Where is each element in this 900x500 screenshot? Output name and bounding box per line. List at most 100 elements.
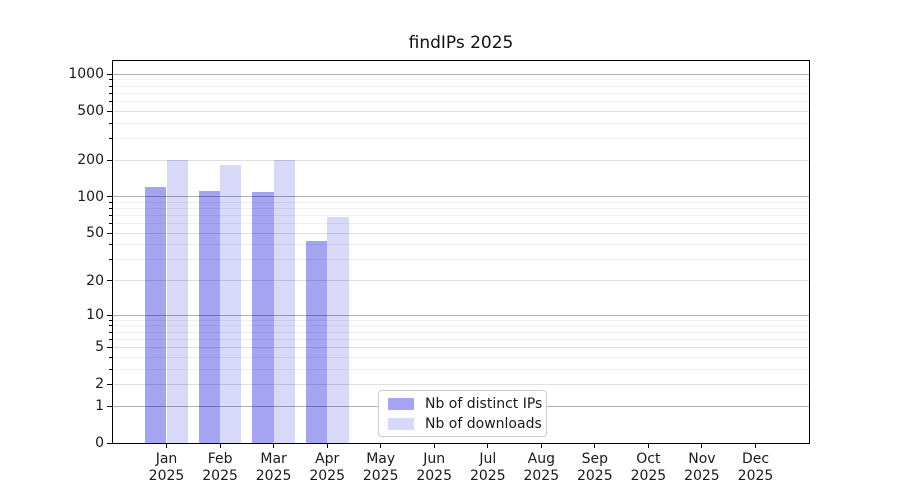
x-tick-year: 2025 — [309, 468, 345, 484]
bar-downloads — [273, 160, 295, 443]
y-tick-label: 200 — [77, 152, 104, 168]
y-tick-mark — [107, 383, 112, 385]
x-tick-month: Sep — [581, 451, 608, 467]
y-minor-tick-mark — [109, 92, 112, 94]
gridline-minor — [113, 356, 809, 358]
gridline-major — [113, 159, 809, 161]
x-tick-year: 2025 — [684, 468, 720, 484]
y-tick-mark — [107, 159, 112, 161]
y-minor-tick-mark — [109, 137, 112, 139]
y-minor-tick-mark — [109, 85, 112, 87]
x-tick-month: Mar — [260, 451, 287, 467]
x-tick-mark — [273, 444, 275, 448]
y-tick-mark — [107, 280, 112, 281]
gridline-minor — [113, 85, 809, 87]
gridline-minor — [113, 137, 809, 139]
gridline-major — [113, 346, 809, 348]
gridline-major — [113, 314, 809, 316]
x-tick-label: Nov 2025 — [670, 451, 734, 485]
x-tick-label: Dec 2025 — [724, 451, 788, 485]
x-tick-mark — [755, 444, 756, 448]
y-minor-tick-mark — [109, 215, 112, 216]
gridline-minor — [113, 259, 809, 261]
gridline-minor — [113, 338, 809, 340]
bar-distinct-ips — [252, 192, 274, 443]
y-minor-tick-mark — [109, 101, 112, 102]
y-minor-tick-mark — [109, 325, 112, 327]
legend-item-distinct-ips: Nb of distinct IPs — [388, 396, 546, 412]
gridline-minor — [113, 101, 809, 102]
gridline-major — [113, 110, 809, 112]
gridline-minor — [113, 79, 809, 81]
bar-distinct-ips — [198, 191, 221, 443]
y-tick-mark — [107, 346, 112, 348]
x-tick-label: Sep 2025 — [563, 451, 627, 485]
legend-label-distinct-ips: Nb of distinct IPs — [425, 395, 543, 412]
x-tick-label: Feb 2025 — [188, 451, 252, 485]
x-tick-year: 2025 — [737, 468, 774, 484]
x-tick-label: Jul 2025 — [456, 451, 520, 485]
gridline-minor — [113, 244, 809, 246]
legend-swatch-downloads — [388, 417, 414, 430]
x-tick-year: 2025 — [202, 468, 238, 484]
y-tick-mark — [107, 110, 112, 112]
x-tick-label: Oct 2025 — [616, 451, 680, 485]
y-minor-tick-mark — [109, 201, 112, 203]
y-minor-tick-mark — [109, 122, 112, 124]
y-minor-tick-mark — [109, 356, 112, 358]
x-tick-month: Feb — [207, 451, 233, 467]
x-tick-label: Jan 2025 — [135, 451, 199, 485]
y-tick-label: 5 — [95, 339, 104, 356]
legend-label-downloads: Nb of downloads — [425, 415, 542, 432]
y-tick-label: 0 — [95, 435, 104, 451]
gridline-major — [113, 383, 809, 385]
chart-title: findIPs 2025 — [408, 33, 514, 53]
x-tick-year: 2025 — [255, 468, 292, 484]
x-tick-mark — [380, 444, 382, 448]
gridline-minor — [113, 223, 809, 225]
gridline-minor — [113, 208, 809, 209]
x-tick-label: May 2025 — [349, 451, 413, 485]
x-tick-year: 2025 — [362, 468, 399, 484]
x-tick-month: Dec — [741, 451, 770, 467]
x-tick-mark — [540, 444, 542, 448]
x-tick-month: Jan — [155, 451, 178, 467]
x-tick-mark — [326, 444, 328, 448]
x-tick-label: Apr 2025 — [295, 451, 359, 485]
y-tick-label: 20 — [86, 272, 104, 289]
plot-area — [107, 60, 810, 448]
gridline-minor — [113, 215, 809, 216]
y-tick-label: 50 — [86, 225, 104, 242]
x-tick-year: 2025 — [630, 468, 667, 484]
y-minor-tick-mark — [109, 319, 112, 321]
legend: Nb of distinct IPs Nb of downloads — [378, 390, 547, 437]
y-minor-tick-mark — [109, 223, 112, 225]
x-tick-year: 2025 — [469, 468, 506, 484]
x-tick-month: Apr — [315, 451, 340, 467]
bar-distinct-ips — [145, 187, 167, 443]
y-tick-label: 1 — [95, 398, 104, 414]
gridline-minor — [113, 319, 809, 321]
gridline-minor — [113, 122, 809, 124]
x-tick-year: 2025 — [523, 468, 560, 484]
bar-downloads — [166, 160, 188, 443]
x-tick-mark — [433, 444, 435, 448]
x-tick-month: Aug — [527, 451, 555, 467]
bar-distinct-ips — [305, 241, 328, 443]
legend-item-downloads: Nb of downloads — [388, 416, 546, 432]
x-tick-mark — [594, 444, 596, 448]
y-tick-mark — [107, 73, 112, 75]
x-tick-mark — [166, 444, 167, 448]
x-tick-month: Nov — [688, 451, 716, 467]
y-tick-label: 1000 — [68, 66, 104, 83]
legend-swatch-distinct-ips — [388, 397, 414, 410]
y-tick-label: 2 — [95, 376, 104, 393]
gridline-major — [113, 196, 809, 198]
gridline-major — [113, 232, 809, 234]
x-tick-year: 2025 — [576, 468, 613, 484]
y-tick-mark — [107, 314, 112, 316]
gridline-minor — [113, 325, 809, 327]
x-tick-label: Jun 2025 — [402, 451, 466, 485]
gridline-major — [113, 280, 809, 281]
